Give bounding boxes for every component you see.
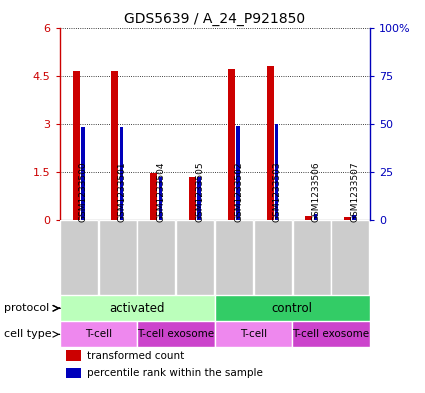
Text: GSM1233505: GSM1233505 — [195, 162, 204, 222]
Text: T-cell exosome: T-cell exosome — [137, 329, 214, 339]
Bar — [60, 321, 137, 347]
Text: percentile rank within the sample: percentile rank within the sample — [88, 368, 264, 378]
Bar — [344, 217, 351, 220]
Text: GSM1233501: GSM1233501 — [118, 162, 127, 222]
Text: GSM1233506: GSM1233506 — [312, 162, 320, 222]
Bar — [228, 69, 235, 220]
Bar — [352, 215, 356, 220]
Bar — [254, 220, 292, 295]
Bar — [292, 321, 370, 347]
Bar — [292, 220, 331, 295]
Text: GSM1233503: GSM1233503 — [273, 162, 282, 222]
Text: T-cell exosome: T-cell exosome — [292, 329, 369, 339]
Bar — [266, 66, 274, 220]
Text: T-cell: T-cell — [240, 329, 267, 339]
Bar — [159, 177, 162, 220]
Bar — [66, 350, 81, 361]
Text: T-cell: T-cell — [85, 329, 112, 339]
Bar — [137, 220, 176, 295]
Text: protocol: protocol — [4, 303, 49, 313]
Bar — [314, 214, 317, 220]
Bar — [99, 220, 137, 295]
Title: GDS5639 / A_24_P921850: GDS5639 / A_24_P921850 — [124, 13, 305, 26]
Text: activated: activated — [109, 302, 165, 315]
Bar — [275, 124, 278, 220]
Text: GSM1233500: GSM1233500 — [79, 162, 88, 222]
Text: transformed count: transformed count — [88, 351, 185, 361]
Bar — [60, 220, 98, 295]
Bar — [73, 71, 79, 220]
Bar — [81, 127, 85, 220]
Bar — [215, 220, 253, 295]
Bar — [150, 173, 157, 220]
Bar — [120, 127, 123, 220]
Bar — [60, 295, 215, 321]
Text: GSM1233507: GSM1233507 — [350, 162, 360, 222]
Text: control: control — [272, 302, 313, 315]
Bar — [215, 295, 370, 321]
Bar — [176, 220, 214, 295]
Text: GSM1233504: GSM1233504 — [156, 162, 165, 222]
Bar — [189, 177, 196, 220]
Text: GSM1233502: GSM1233502 — [234, 162, 243, 222]
Bar — [215, 321, 292, 347]
Bar — [197, 177, 201, 220]
Text: cell type: cell type — [4, 329, 52, 339]
Bar — [332, 220, 369, 295]
Bar — [66, 368, 81, 378]
Bar — [111, 71, 119, 220]
Bar — [236, 125, 240, 220]
Bar — [306, 216, 312, 220]
Bar — [137, 321, 215, 347]
